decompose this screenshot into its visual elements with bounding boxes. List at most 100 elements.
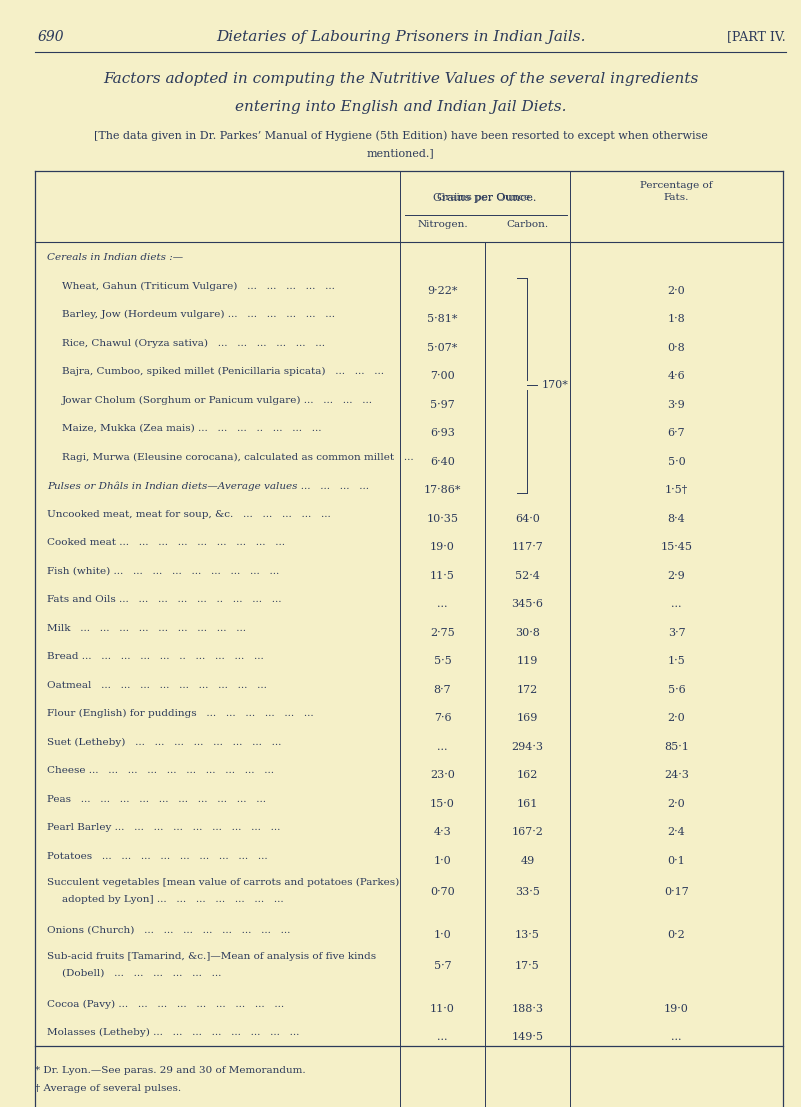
Text: Percentage of
Fats.: Percentage of Fats. — [640, 182, 713, 201]
Text: 2·0: 2·0 — [667, 713, 686, 723]
Text: Flour (English) for puddings   ...   ...   ...   ...   ...   ...: Flour (English) for puddings ... ... ...… — [47, 708, 314, 718]
Text: 24·3: 24·3 — [664, 770, 689, 780]
Text: 119: 119 — [517, 656, 538, 666]
Text: Cheese ...   ...   ...   ...   ...   ...   ...   ...   ...   ...: Cheese ... ... ... ... ... ... ... ... .… — [47, 766, 274, 775]
Text: Succulent vegetables [mean value of carrots and potatoes (Parkes): Succulent vegetables [mean value of carr… — [47, 878, 399, 887]
Text: 0·2: 0·2 — [667, 930, 686, 940]
Text: 6·40: 6·40 — [430, 456, 455, 466]
Text: Cocoa (Pavy) ...   ...   ...   ...   ...   ...   ...   ...   ...: Cocoa (Pavy) ... ... ... ... ... ... ...… — [47, 1000, 284, 1008]
Text: Bread ...   ...   ...   ...   ...   ..   ...   ...   ...   ...: Bread ... ... ... ... ... .. ... ... ...… — [47, 652, 264, 661]
Text: Sub-acid fruits [Tamarind, &c.]—Mean of analysis of five kinds: Sub-acid fruits [Tamarind, &c.]—Mean of … — [47, 952, 376, 961]
Text: 10·35: 10·35 — [426, 514, 458, 524]
Text: Pulses or Dhâls in Indian diets—Average values ...   ...   ...   ...: Pulses or Dhâls in Indian diets—Average … — [47, 482, 369, 490]
Text: Barley, Jow (Hordeum vulgare) ...   ...   ...   ...   ...   ...: Barley, Jow (Hordeum vulgare) ... ... ..… — [62, 310, 335, 319]
Text: Dietaries of Labouring Prisoners in Indian Jails.: Dietaries of Labouring Prisoners in Indi… — [215, 30, 586, 44]
Text: 149·5: 149·5 — [512, 1032, 544, 1042]
Text: Oatmeal   ...   ...   ...   ...   ...   ...   ...   ...   ...: Oatmeal ... ... ... ... ... ... ... ... … — [47, 681, 267, 690]
Text: † Average of several pulses.: † Average of several pulses. — [35, 1084, 181, 1093]
Text: 0·8: 0·8 — [667, 342, 686, 352]
Text: 345·6: 345·6 — [512, 599, 544, 609]
Text: Rice, Chawul (Oryza sativa)   ...   ...   ...   ...   ...   ...: Rice, Chawul (Oryza sativa) ... ... ... … — [62, 339, 325, 348]
Text: Fats and Oils ...   ...   ...   ...   ...   ..   ...   ...   ...: Fats and Oils ... ... ... ... ... .. ...… — [47, 594, 281, 604]
Text: 1·8: 1·8 — [667, 314, 686, 324]
Text: Potatoes   ...   ...   ...   ...   ...   ...   ...   ...   ...: Potatoes ... ... ... ... ... ... ... ...… — [47, 851, 268, 860]
Text: 117·7: 117·7 — [512, 542, 543, 552]
Text: 6·93: 6·93 — [430, 428, 455, 438]
Text: 3·7: 3·7 — [668, 628, 686, 638]
Text: 19·0: 19·0 — [664, 1004, 689, 1014]
Text: Onions (Church)   ...   ...   ...   ...   ...   ...   ...   ...: Onions (Church) ... ... ... ... ... ... … — [47, 925, 291, 934]
Text: Fish (white) ...   ...   ...   ...   ...   ...   ...   ...   ...: Fish (white) ... ... ... ... ... ... ...… — [47, 567, 280, 576]
Text: 2·0: 2·0 — [667, 286, 686, 296]
Text: [PART IV.: [PART IV. — [727, 30, 786, 43]
Text: 49: 49 — [521, 856, 534, 866]
Text: 7·6: 7·6 — [433, 713, 451, 723]
Text: 5·97: 5·97 — [430, 400, 455, 410]
Text: 188·3: 188·3 — [512, 1004, 544, 1014]
Text: 172: 172 — [517, 684, 538, 694]
Text: 2·0: 2·0 — [667, 798, 686, 808]
Text: 9·22*: 9·22* — [427, 286, 457, 296]
Text: 2·75: 2·75 — [430, 628, 455, 638]
Text: 6·7: 6·7 — [668, 428, 686, 438]
Text: 1·5†: 1·5† — [665, 485, 688, 495]
Text: 30·8: 30·8 — [515, 628, 540, 638]
Text: adopted by Lyon] ...   ...   ...   ...   ...   ...   ...: adopted by Lyon] ... ... ... ... ... ...… — [62, 894, 284, 904]
Text: 23·0: 23·0 — [430, 770, 455, 780]
Text: 2·4: 2·4 — [667, 827, 686, 837]
Text: ...: ... — [671, 1032, 682, 1042]
Text: 15·45: 15·45 — [661, 542, 693, 552]
Text: 5·5: 5·5 — [433, 656, 452, 666]
Text: (Dobell)   ...   ...   ...   ...   ...   ...: (Dobell) ... ... ... ... ... ... — [62, 969, 221, 977]
Text: [The data given in Dr. Parkes’ Manual of Hygiene (5th Edition) have been resorte: [The data given in Dr. Parkes’ Manual of… — [94, 130, 707, 141]
Text: 170*: 170* — [542, 380, 569, 391]
Text: Factors adopted in computing the Nutritive Values of the several ingredients: Factors adopted in computing the Nutriti… — [103, 72, 698, 86]
Text: Suet (Letheby)   ...   ...   ...   ...   ...   ...   ...   ...: Suet (Letheby) ... ... ... ... ... ... .… — [47, 737, 281, 746]
Text: Pearl Barley ...   ...   ...   ...   ...   ...   ...   ...   ...: Pearl Barley ... ... ... ... ... ... ...… — [47, 823, 280, 832]
Text: 11·5: 11·5 — [430, 570, 455, 580]
Text: Milk   ...   ...   ...   ...   ...   ...   ...   ...   ...: Milk ... ... ... ... ... ... ... ... ... — [47, 623, 246, 632]
Text: ...: ... — [437, 599, 448, 609]
Text: Molasses (Letheby) ...   ...   ...   ...   ...   ...   ...   ...: Molasses (Letheby) ... ... ... ... ... .… — [47, 1028, 300, 1037]
Text: ...: ... — [437, 1032, 448, 1042]
Text: 5·6: 5·6 — [667, 684, 686, 694]
Text: Grains per Ounce.: Grains per Ounce. — [433, 193, 537, 203]
Text: 52·4: 52·4 — [515, 570, 540, 580]
Text: 5·7: 5·7 — [433, 961, 451, 971]
Text: Cereals in Indian diets :—: Cereals in Indian diets :— — [47, 254, 183, 262]
Text: Maize, Mukka (Zea mais) ...   ...   ...   ..   ...   ...   ...: Maize, Mukka (Zea mais) ... ... ... .. .… — [62, 424, 321, 433]
Text: 4·6: 4·6 — [667, 371, 686, 381]
Text: Carbon.: Carbon. — [506, 220, 549, 229]
Text: 161: 161 — [517, 798, 538, 808]
Text: 17·86*: 17·86* — [424, 485, 461, 495]
Text: Ragi, Murwa (Eleusine corocana), calculated as common millet   ...: Ragi, Murwa (Eleusine corocana), calcula… — [62, 453, 413, 462]
Text: 4·3: 4·3 — [433, 827, 452, 837]
Text: Cooked meat ...   ...   ...   ...   ...   ...   ...   ...   ...: Cooked meat ... ... ... ... ... ... ... … — [47, 538, 285, 547]
Text: 11·0: 11·0 — [430, 1004, 455, 1014]
Text: 5·07*: 5·07* — [427, 342, 457, 352]
Text: 5·0: 5·0 — [667, 456, 686, 466]
Text: 8·7: 8·7 — [433, 684, 451, 694]
Text: 162: 162 — [517, 770, 538, 780]
Text: Uncooked meat, meat for soup, &c.   ...   ...   ...   ...   ...: Uncooked meat, meat for soup, &c. ... ..… — [47, 509, 331, 518]
Text: 294·3: 294·3 — [512, 742, 544, 752]
Text: 8·4: 8·4 — [667, 514, 686, 524]
Text: 1·5: 1·5 — [667, 656, 686, 666]
Text: 2·9: 2·9 — [667, 570, 686, 580]
Text: 85·1: 85·1 — [664, 742, 689, 752]
Text: 0·17: 0·17 — [664, 887, 689, 897]
Text: 0·70: 0·70 — [430, 887, 455, 897]
Text: mentioned.]: mentioned.] — [367, 148, 434, 158]
Text: 15·0: 15·0 — [430, 798, 455, 808]
Text: 0·1: 0·1 — [667, 856, 686, 866]
Text: 3·9: 3·9 — [667, 400, 686, 410]
Text: 167·2: 167·2 — [512, 827, 543, 837]
Text: 33·5: 33·5 — [515, 887, 540, 897]
Text: Wheat, Gahun (Triticum Vulgare)   ...   ...   ...   ...   ...: Wheat, Gahun (Triticum Vulgare) ... ... … — [62, 281, 335, 291]
Text: entering into English and Indian Jail Diets.: entering into English and Indian Jail Di… — [235, 100, 566, 114]
Text: Nitrogen.: Nitrogen. — [417, 220, 468, 229]
Text: 19·0: 19·0 — [430, 542, 455, 552]
Text: Jowar Cholum (Sorghum or Panicum vulgare) ...   ...   ...   ...: Jowar Cholum (Sorghum or Panicum vulgare… — [62, 395, 373, 405]
Text: ...: ... — [437, 742, 448, 752]
Text: 13·5: 13·5 — [515, 930, 540, 940]
